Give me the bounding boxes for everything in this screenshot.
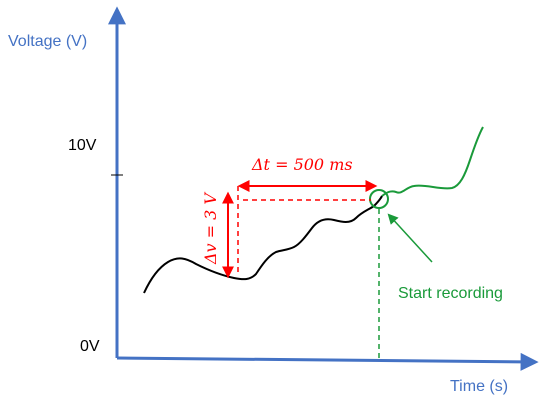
tick-label-10v: 10V: [68, 137, 97, 154]
start-point-marker: [369, 189, 389, 209]
signal-after-recording: [381, 126, 484, 197]
y-axis-label: Voltage (V): [8, 33, 87, 50]
tick-label-0v: 0V: [80, 338, 100, 355]
x-axis-label: Time (s): [450, 378, 508, 395]
start-recording-pointer-arrow: [387, 213, 433, 263]
signal-before-recording: [143, 195, 383, 294]
delta-t-label: Δt = 500 ms: [251, 155, 353, 174]
start-recording-label: Start recording: [398, 285, 503, 302]
delta-v-label: Δv = 3 V: [201, 192, 220, 265]
x-axis: [116, 352, 539, 371]
